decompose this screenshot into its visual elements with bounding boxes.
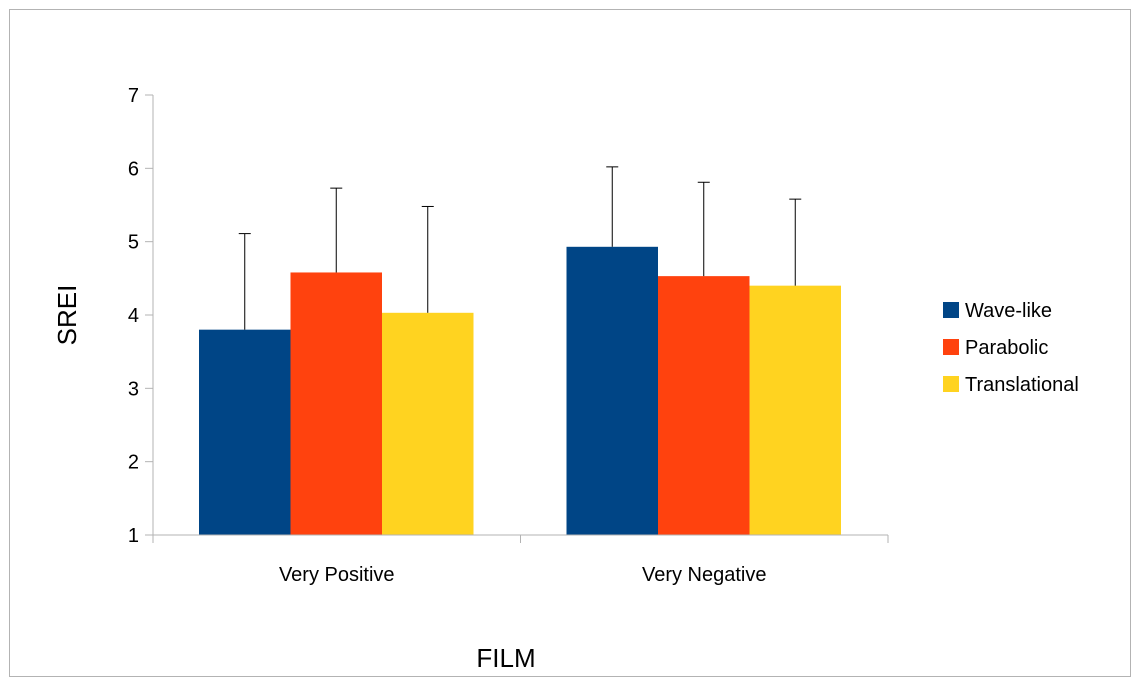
legend: Wave-like Parabolic Translational bbox=[943, 300, 1079, 396]
x-axis-title: FILM bbox=[476, 643, 535, 673]
y-tick-label: 1 bbox=[128, 525, 139, 547]
x-category-label: Very Negative bbox=[642, 564, 767, 586]
y-tick-label: 5 bbox=[128, 232, 139, 254]
legend-swatch-wave-like bbox=[943, 302, 959, 318]
bar-translational-1 bbox=[749, 285, 841, 535]
bar-wave-like-1 bbox=[566, 246, 658, 536]
bar-parabolic-0 bbox=[290, 272, 382, 535]
y-tick-label: 4 bbox=[128, 305, 139, 327]
y-tick-label: 6 bbox=[128, 158, 139, 180]
legend-swatch-parabolic bbox=[943, 339, 959, 355]
y-tick-label: 7 bbox=[128, 85, 139, 107]
bar-translational-0 bbox=[382, 312, 474, 535]
x-category-label: Very Positive bbox=[279, 564, 395, 586]
legend-label: Parabolic bbox=[965, 337, 1048, 359]
error-bars-layer bbox=[238, 166, 802, 330]
y-axis-title: SREI bbox=[52, 285, 82, 346]
legend-swatch-translational bbox=[943, 376, 959, 392]
bar-parabolic-1 bbox=[658, 276, 750, 535]
legend-label: Wave-like bbox=[965, 300, 1052, 322]
y-tick-label: 2 bbox=[128, 452, 139, 474]
y-ticks-layer: 1 2 3 4 5 6 7 bbox=[128, 85, 153, 547]
legend-label: Translational bbox=[965, 374, 1079, 396]
bar-wave-like-0 bbox=[199, 329, 291, 535]
bars-layer bbox=[199, 246, 841, 536]
y-tick-label: 3 bbox=[128, 378, 139, 400]
x-ticks-layer: Very Positive Very Negative bbox=[152, 535, 889, 586]
